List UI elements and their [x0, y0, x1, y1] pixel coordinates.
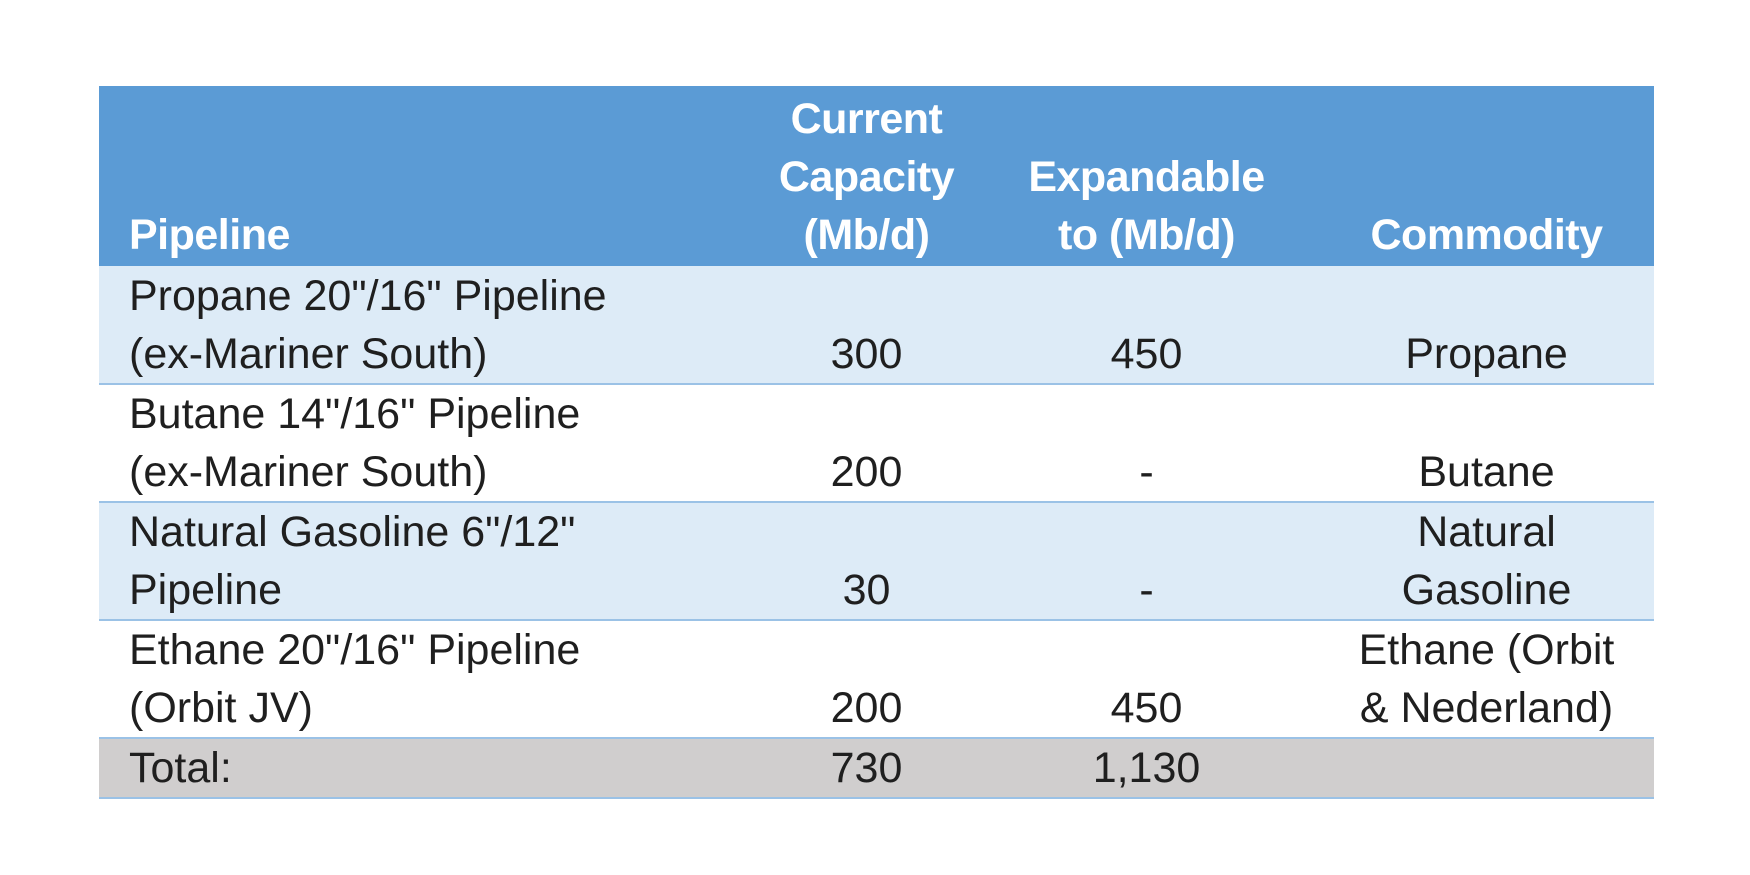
cell-line: Natural	[1417, 508, 1556, 556]
total-row: Total: 730 1,130	[99, 738, 1654, 799]
pipeline-capacity-table: Pipeline Current Capacity (Mb/d) Expanda…	[99, 86, 1654, 799]
header-expandable: Expandable to (Mb/d)	[974, 86, 1319, 266]
header-line: Expandable	[1028, 153, 1265, 201]
cell-line: Ethane (Orbit	[1358, 626, 1615, 674]
table-row: Butane 14"/16" Pipeline (ex-Mariner Sout…	[99, 384, 1654, 503]
cell-pipeline: Ethane 20"/16" Pipeline (Orbit JV)	[99, 620, 759, 739]
cell-commodity: Natural Gasoline	[1319, 502, 1654, 621]
cell-expandable: -	[974, 384, 1319, 503]
header-commodity: Commodity	[1319, 86, 1654, 266]
header-current-capacity: Current Capacity (Mb/d)	[759, 86, 974, 266]
total-expandable: 1,130	[974, 738, 1319, 799]
cell-line: (ex-Mariner South)	[129, 330, 488, 378]
cell-line: Natural Gasoline 6"/12"	[129, 508, 576, 556]
header-line: Commodity	[1370, 211, 1604, 259]
table-row: Propane 20"/16" Pipeline (ex-Mariner Sou…	[99, 266, 1654, 385]
cell-line: & Nederland)	[1359, 684, 1614, 732]
cell-line: Ethane 20"/16" Pipeline	[129, 626, 581, 674]
header-line: to (Mb/d)	[1058, 211, 1235, 259]
cell-current-capacity: 300	[759, 266, 974, 385]
table-row: Ethane 20"/16" Pipeline (Orbit JV) 200 4…	[99, 620, 1654, 739]
cell-pipeline: Butane 14"/16" Pipeline (ex-Mariner Sout…	[99, 384, 759, 503]
header-line: Capacity	[778, 153, 955, 201]
table-header-row: Pipeline Current Capacity (Mb/d) Expanda…	[99, 86, 1654, 266]
cell-pipeline: Natural Gasoline 6"/12" Pipeline	[99, 502, 759, 621]
cell-current-capacity: 200	[759, 620, 974, 739]
cell-line: Butane 14"/16" Pipeline	[129, 390, 581, 438]
header-line: Current	[790, 95, 943, 143]
total-label: Total:	[99, 738, 759, 799]
cell-expandable: -	[974, 502, 1319, 621]
cell-line: Pipeline	[129, 566, 282, 614]
cell-line: Gasoline	[1401, 566, 1572, 614]
header-pipeline: Pipeline	[99, 86, 759, 266]
cell-pipeline: Propane 20"/16" Pipeline (ex-Mariner Sou…	[99, 266, 759, 385]
cell-commodity: Propane	[1319, 266, 1654, 385]
cell-expandable: 450	[974, 620, 1319, 739]
cell-line: Propane 20"/16" Pipeline	[129, 272, 607, 320]
cell-line: (Orbit JV)	[129, 684, 313, 732]
cell-line: (ex-Mariner South)	[129, 448, 488, 496]
cell-line: Propane	[1405, 330, 1568, 378]
header-line: (Mb/d)	[803, 211, 930, 259]
cell-commodity: Ethane (Orbit & Nederland)	[1319, 620, 1654, 739]
cell-current-capacity: 200	[759, 384, 974, 503]
total-current-capacity: 730	[759, 738, 974, 799]
pipeline-capacity-table-container: Pipeline Current Capacity (Mb/d) Expanda…	[99, 86, 1654, 799]
cell-commodity: Butane	[1319, 384, 1654, 503]
cell-current-capacity: 30	[759, 502, 974, 621]
cell-expandable: 450	[974, 266, 1319, 385]
cell-line: Butane	[1418, 448, 1555, 496]
total-commodity	[1319, 738, 1654, 799]
table-row: Natural Gasoline 6"/12" Pipeline 30 - Na…	[99, 502, 1654, 621]
header-line: Pipeline	[129, 211, 290, 259]
